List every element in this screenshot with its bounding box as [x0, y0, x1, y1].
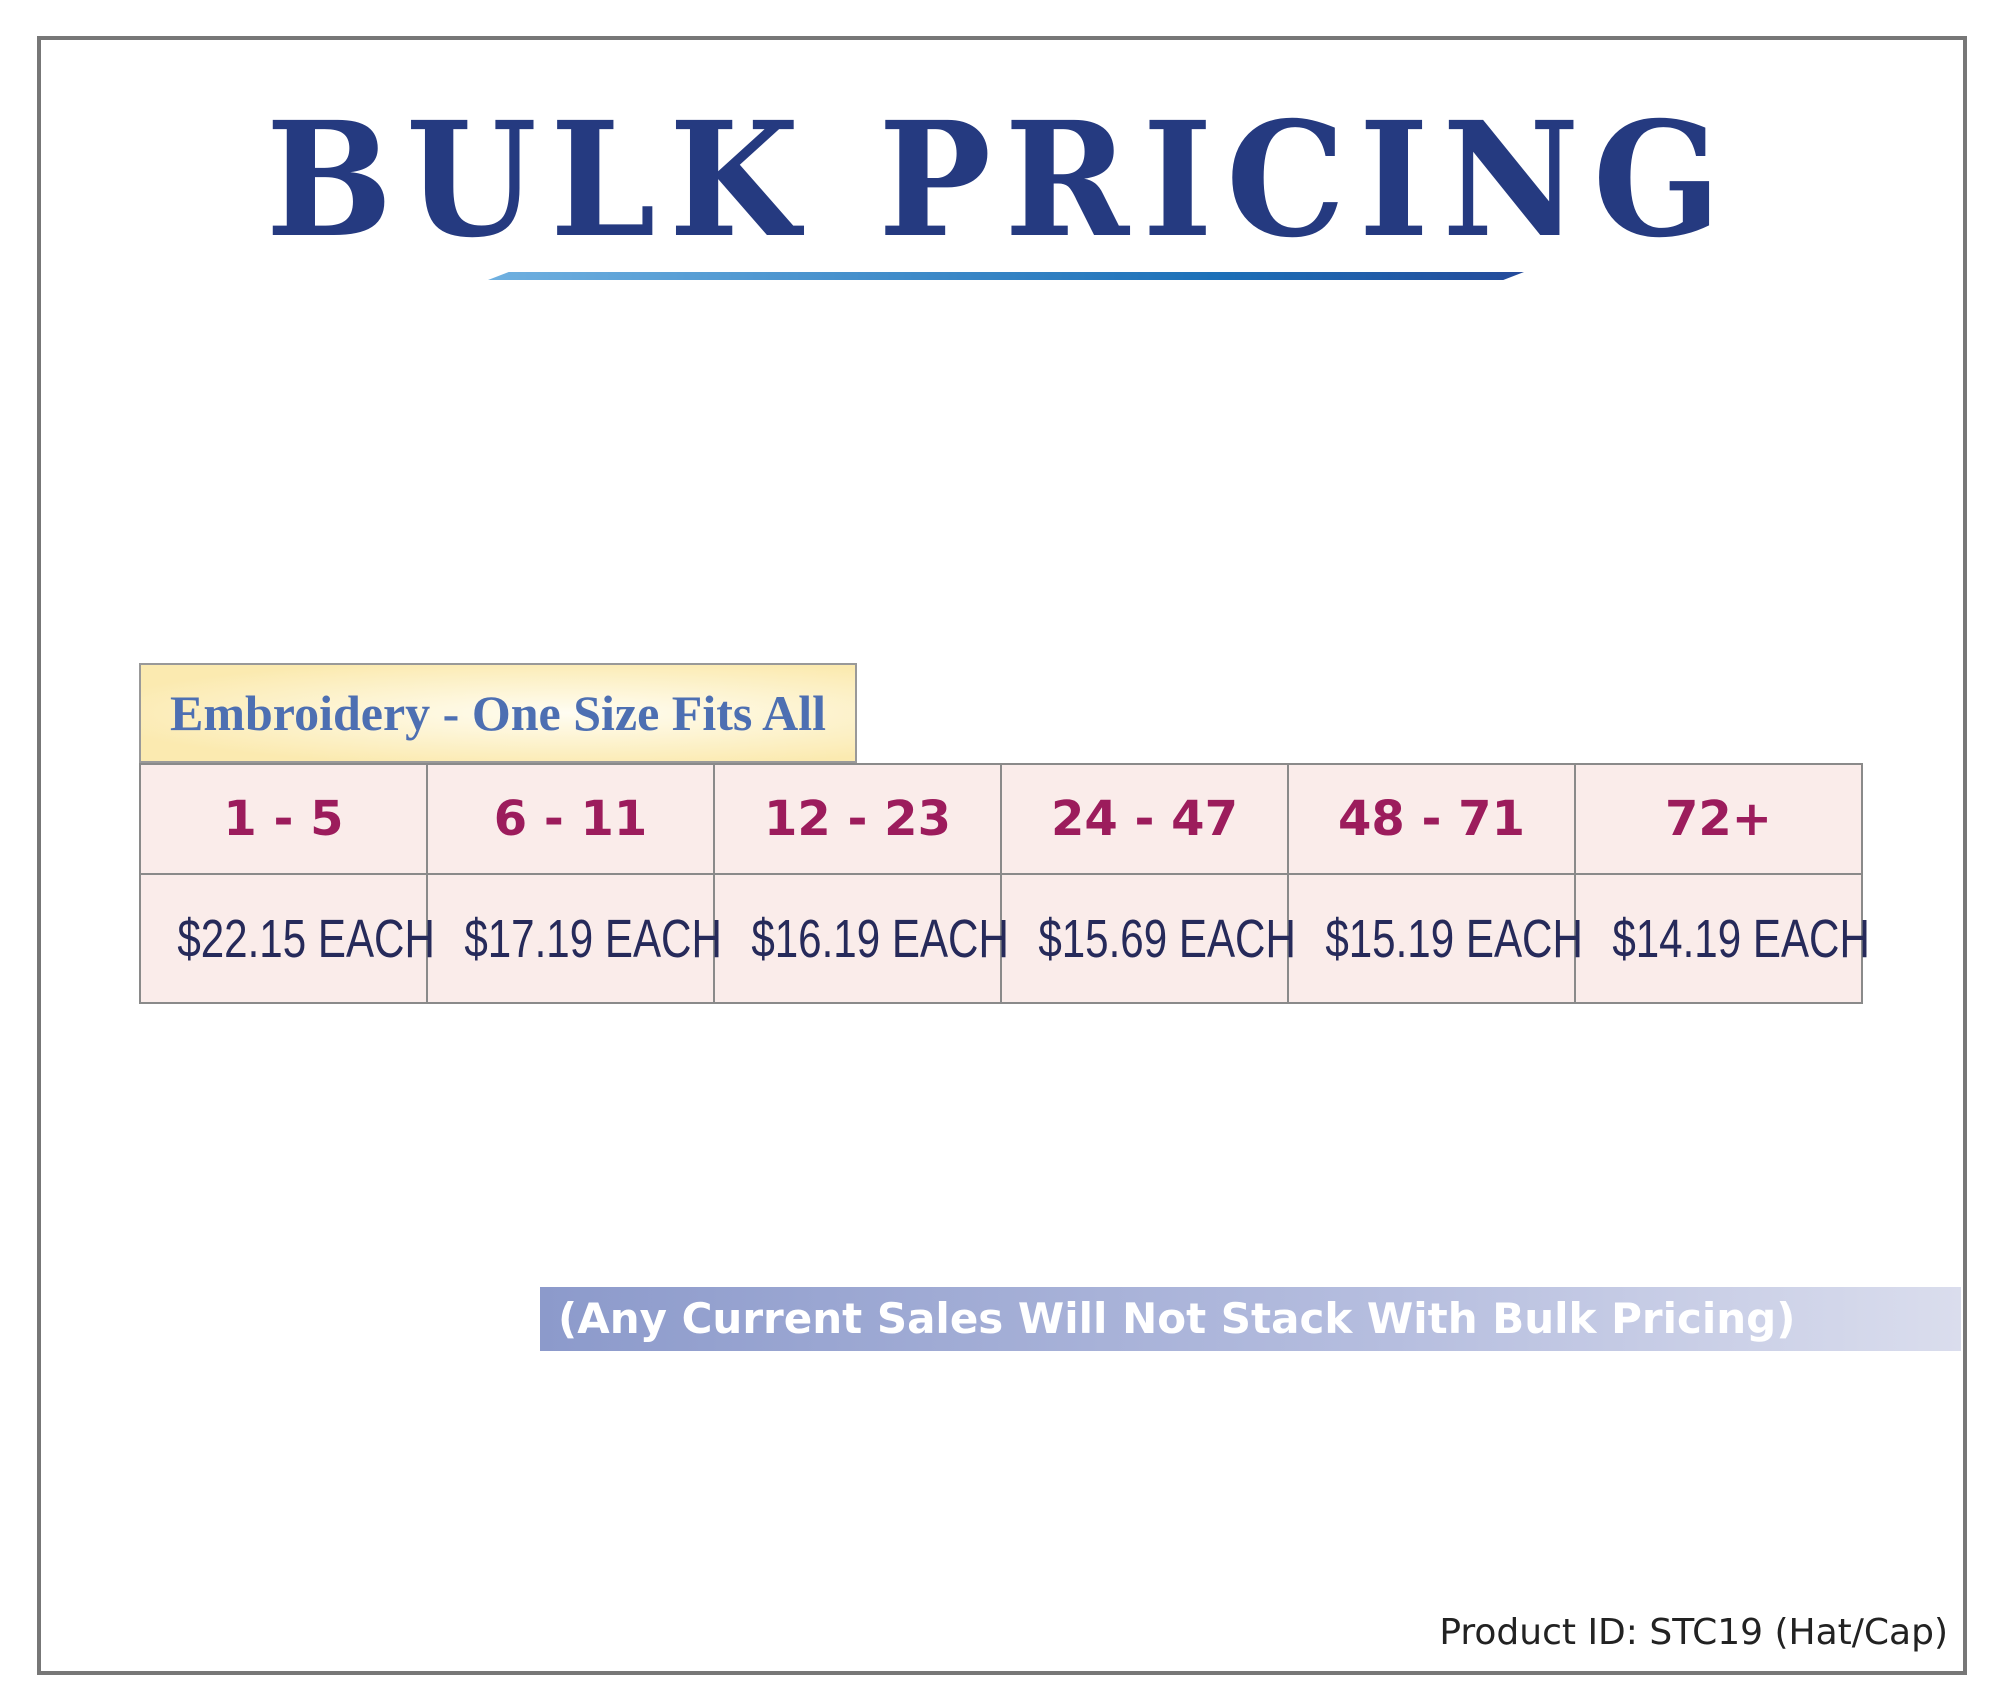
product-id: Product ID: STC19 (Hat/Cap): [1439, 1612, 1948, 1653]
price-row: $22.15 EACH $17.19 EACH $16.19 EACH $15.69 …: [139, 873, 1870, 1004]
quantity-cell: 6 - 11: [426, 763, 715, 875]
quantity-cell: 24 - 47: [1000, 763, 1289, 875]
price-cell: $14.19 EACH: [1574, 873, 1870, 1004]
price-cell: $15.19 EACH: [1287, 873, 1583, 1004]
price-cell: $22.15 EACH: [139, 873, 435, 1004]
price-text: $22.15 EACH: [177, 908, 435, 969]
price-text: $14.19 EACH: [1612, 908, 1870, 969]
table-caption: Embroidery - One Size Fits All: [139, 663, 857, 763]
quantity-cell: 12 - 23: [713, 763, 1002, 875]
quantity-cell: 72+: [1574, 763, 1863, 875]
quantity-cell: 48 - 71: [1287, 763, 1576, 875]
price-text: $17.19 EACH: [464, 908, 722, 969]
price-text: $15.19 EACH: [1325, 908, 1583, 969]
price-text: $16.19 EACH: [751, 908, 1009, 969]
title-underline: [488, 272, 1524, 280]
note: (Any Current Sales Will Not Stack With B…: [540, 1287, 1961, 1351]
title: BULK PRICING: [265, 88, 1735, 273]
price-cell: $16.19 EACH: [713, 873, 1009, 1004]
price-cell: $15.69 EACH: [1000, 873, 1296, 1004]
price-cell: $17.19 EACH: [426, 873, 722, 1004]
price-text: $15.69 EACH: [1038, 908, 1296, 969]
frame: [37, 36, 1967, 1675]
quantity-cell: 1 - 5: [139, 763, 428, 875]
